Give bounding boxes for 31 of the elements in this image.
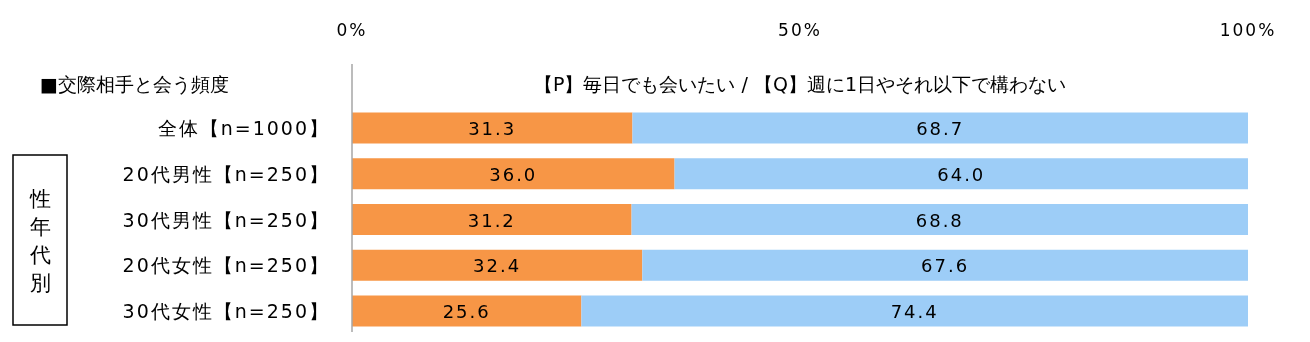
y-tick-label: 30代女性【n=250】 [122, 300, 330, 322]
text: 【P】毎日でも会いたい / 【Q】週に1日やそれ以下で構わない [534, 73, 1066, 95]
bar [352, 204, 632, 235]
data-label: 36.0 [489, 163, 538, 185]
data-label: 67.6 [921, 255, 970, 277]
data-label: 32.4 [473, 255, 522, 277]
bar [352, 295, 582, 327]
data-label: 25.6 [442, 301, 491, 322]
x-tick-label: 100% [1219, 20, 1277, 40]
x-tick-label: 50% [778, 20, 822, 40]
bar [632, 112, 1248, 144]
bar [581, 295, 1248, 327]
bar [352, 112, 633, 144]
data-label: 31.2 [467, 209, 516, 231]
data-label: 64.0 [937, 163, 986, 185]
y-tick-label: 20代男性【n=250】 [122, 162, 330, 185]
bar [674, 158, 1248, 190]
data-label: 74.4 [890, 301, 939, 322]
y-tick-label: 30代男性【n=250】 [122, 208, 330, 231]
x-tick-label: 0% [336, 20, 368, 40]
bar [352, 249, 643, 281]
data-label: 31.3 [468, 118, 517, 139]
text: 性年代別 [28, 187, 51, 295]
bar [642, 249, 1248, 281]
y-tick-label: 全体【n=1000】 [157, 117, 330, 139]
data-label: 68.8 [915, 209, 964, 231]
y-tick-label: 20代女性【n=250】 [122, 254, 330, 277]
text: ■交際相手と会う頻度 [40, 73, 229, 95]
bar [352, 158, 675, 190]
bar [631, 204, 1248, 235]
data-label: 68.7 [916, 118, 965, 139]
